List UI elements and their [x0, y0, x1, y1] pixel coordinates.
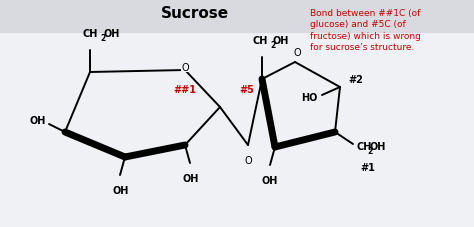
Text: OH: OH: [113, 185, 129, 195]
Text: CH: CH: [82, 29, 98, 39]
Text: Sucrose: Sucrose: [161, 5, 229, 20]
Text: #5: #5: [239, 85, 254, 95]
Text: CH: CH: [357, 141, 373, 151]
Text: OH: OH: [183, 173, 199, 183]
Text: OH: OH: [273, 36, 289, 46]
Text: OH: OH: [262, 175, 278, 185]
Text: #2: #2: [348, 75, 363, 85]
Text: ##1: ##1: [173, 85, 197, 95]
Text: O: O: [181, 63, 189, 73]
Text: HO: HO: [301, 93, 318, 103]
Text: O: O: [244, 155, 252, 165]
Text: OH: OH: [30, 116, 46, 126]
Text: Bond between ##1C (of
glucose) and #5C (of
fructose) which is wrong
for sucrose’: Bond between ##1C (of glucose) and #5C (…: [310, 9, 421, 52]
Text: 2: 2: [270, 41, 275, 50]
Text: CH: CH: [252, 36, 268, 46]
Text: O: O: [293, 48, 301, 58]
Text: 2: 2: [100, 34, 105, 43]
Text: #1: #1: [361, 162, 375, 172]
Text: OH: OH: [103, 29, 119, 39]
Text: OH: OH: [370, 141, 386, 151]
Text: 2: 2: [367, 146, 372, 155]
